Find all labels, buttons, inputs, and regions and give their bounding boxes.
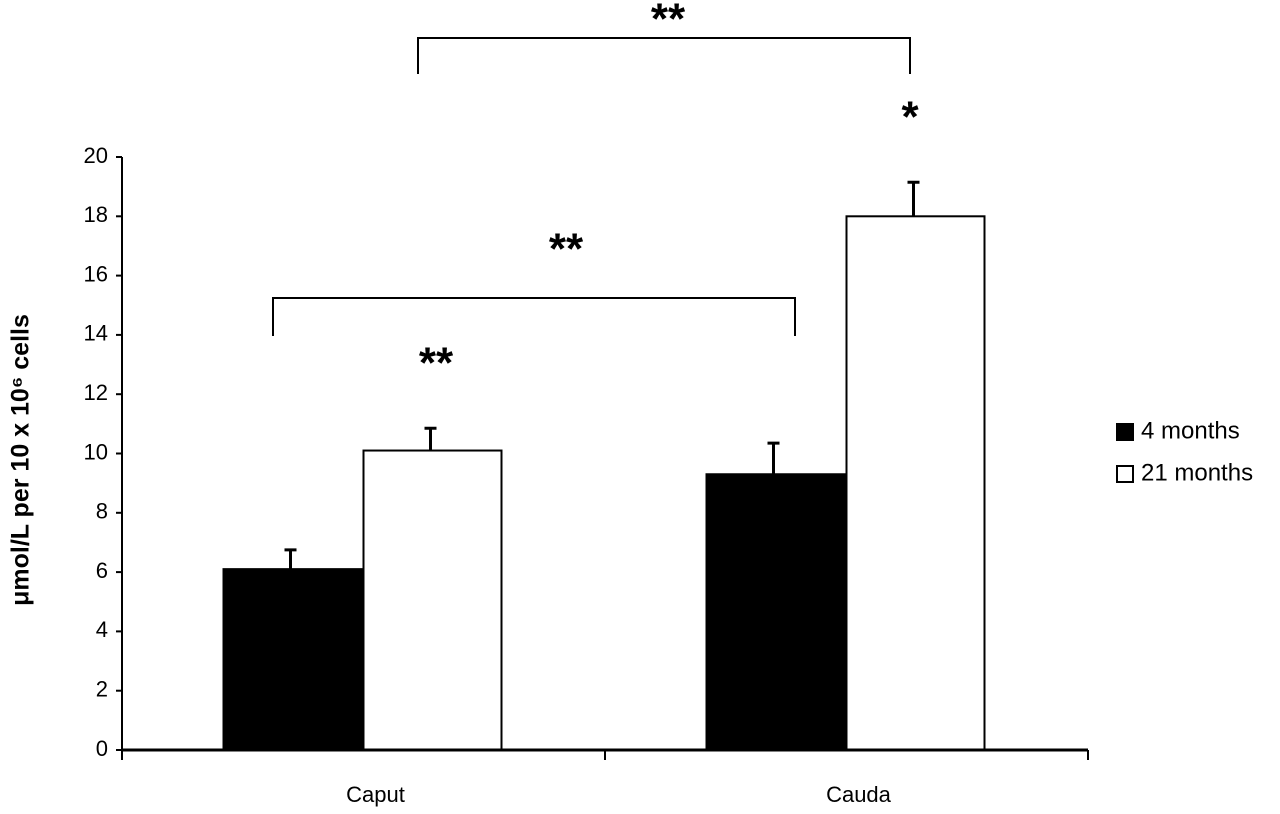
y-tick-label: 0 — [96, 736, 108, 761]
error-bar — [284, 548, 297, 570]
significance-mark: ** — [549, 225, 584, 274]
y-tick-label: 12 — [84, 380, 108, 405]
y-tick-label: 18 — [84, 202, 108, 227]
error-bar — [767, 441, 780, 475]
legend-swatch — [1116, 423, 1134, 441]
significance-mark: ** — [419, 339, 454, 388]
y-tick-label: 10 — [84, 439, 108, 464]
significance-mark: * — [901, 93, 919, 142]
y-tick-label: 6 — [96, 558, 108, 583]
error-bar — [907, 180, 920, 217]
error-bar — [424, 426, 437, 451]
bar — [222, 568, 363, 752]
y-tick-label: 2 — [96, 677, 108, 702]
y-tick-label: 20 — [84, 143, 108, 168]
significance-bracket — [272, 297, 796, 336]
significance-mark: ** — [651, 0, 686, 44]
significance-bracket — [417, 37, 911, 74]
y-tick-label: 14 — [84, 321, 108, 346]
x-tick-label: Cauda — [826, 782, 892, 807]
legend-label: 4 months — [1141, 417, 1240, 444]
y-axis-label: μmol/L per 10 x 10⁶ cells — [7, 314, 35, 606]
legend-label: 21 months — [1141, 459, 1253, 486]
y-tick-label: 8 — [96, 499, 108, 524]
bar — [845, 215, 986, 752]
bar — [362, 449, 503, 751]
bar — [705, 473, 846, 751]
y-tick-label: 4 — [96, 617, 108, 642]
legend-swatch — [1116, 465, 1134, 483]
x-tick-label: Caput — [346, 782, 405, 807]
y-tick-label: 16 — [84, 261, 108, 286]
